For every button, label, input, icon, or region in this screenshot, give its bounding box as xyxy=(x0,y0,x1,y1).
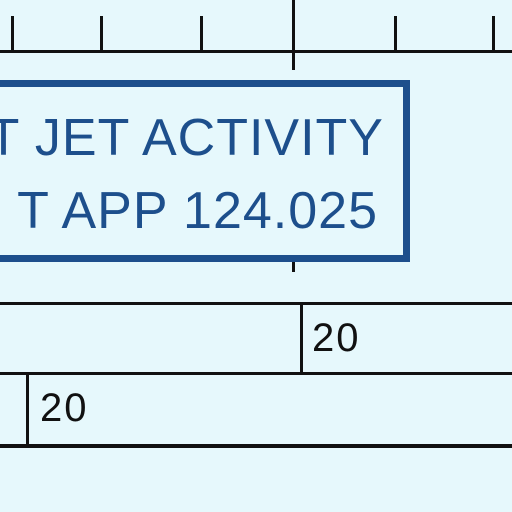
strip-divider xyxy=(300,302,303,374)
strip-border xyxy=(0,302,512,305)
notice-box xyxy=(0,80,410,262)
dashed-line-segment xyxy=(292,262,295,272)
scale-tick xyxy=(200,16,203,52)
strip-border xyxy=(0,372,512,375)
notice-line-jet-activity: T JET ACTIVITY xyxy=(0,109,384,167)
strip-border xyxy=(0,444,512,448)
scale-tick xyxy=(492,16,495,52)
scale-tick xyxy=(11,16,14,52)
scale-tick-major xyxy=(292,0,295,70)
strip-divider xyxy=(26,372,29,446)
scale-tick xyxy=(100,16,103,52)
strip-value-lower: 20 xyxy=(40,386,89,430)
strip-value-upper: 20 xyxy=(312,316,361,360)
scale-line xyxy=(0,50,512,53)
scale-tick xyxy=(394,16,397,52)
notice-line-frequency: T APP 124.025 xyxy=(17,182,378,240)
